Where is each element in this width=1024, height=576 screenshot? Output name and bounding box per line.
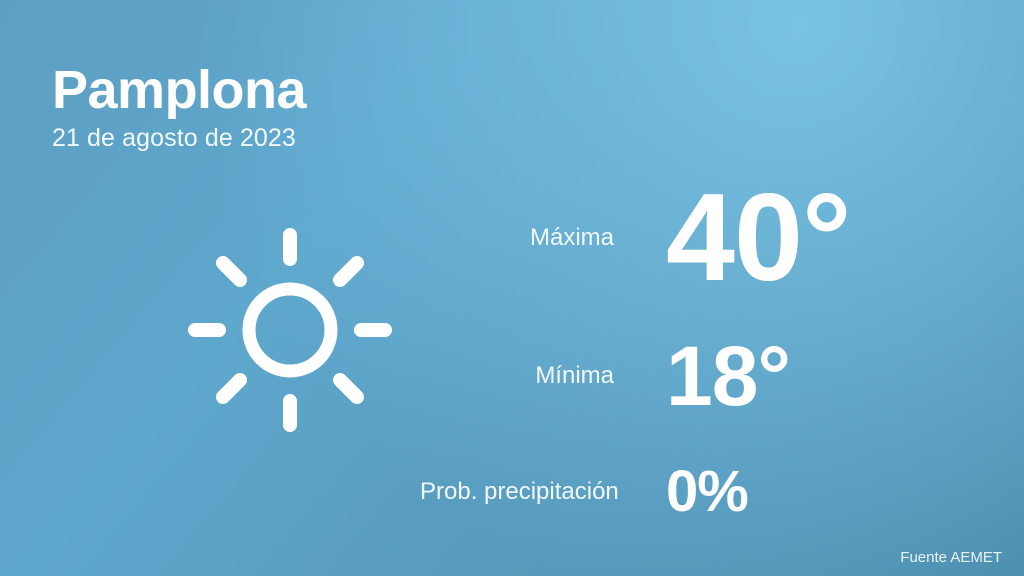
reading-row-precipitacion: Prob. precipitación 0% [420,444,980,540]
source-attribution: Fuente AEMET [900,549,1002,566]
precipitacion-value: 0% [666,459,749,524]
forecast-date: 21 de agosto de 2023 [52,124,296,153]
minima-value: 18° [666,329,791,423]
city-name: Pamplona [52,60,307,120]
reading-row-minima: Mínima 18° [420,308,980,444]
precipitacion-label: Prob. precipitación [420,478,619,505]
minima-label: Mínima [535,362,614,389]
maxima-value: 40° [666,169,852,307]
card-header: Pamplona 21 de agosto de 2023 [52,60,307,153]
maxima-label: Máxima [529,224,614,251]
reading-row-maxima: Máxima 40° [420,168,980,308]
readings-list: Máxima 40° Mínima 18° Prob. precipitació… [420,168,980,540]
sun-icon [188,228,392,432]
